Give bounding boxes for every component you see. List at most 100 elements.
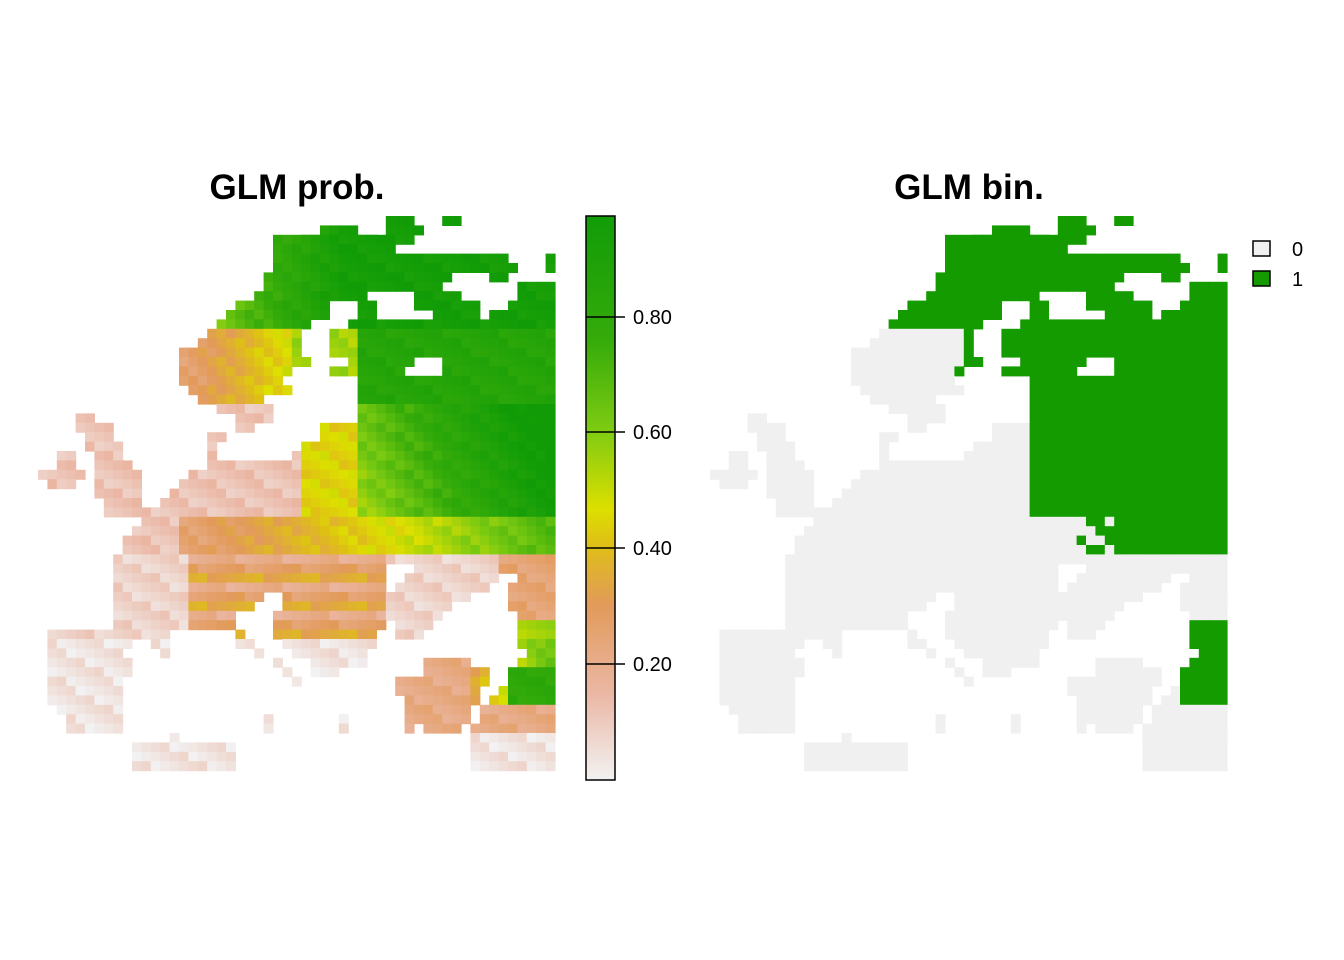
prob-cell bbox=[508, 592, 518, 602]
bin-cell bbox=[935, 272, 946, 283]
prob-cell bbox=[536, 413, 547, 424]
bin-cell bbox=[804, 620, 814, 631]
bin-cell bbox=[1208, 357, 1219, 367]
prob-cell bbox=[423, 601, 434, 612]
prob-cell bbox=[122, 657, 133, 668]
bin-cell bbox=[963, 582, 974, 593]
prob-cell bbox=[338, 563, 349, 574]
prob-cell bbox=[479, 507, 490, 518]
bin-cell bbox=[1039, 394, 1049, 405]
bin-cell bbox=[1170, 253, 1181, 264]
prob-cell bbox=[357, 488, 368, 499]
prob-cell bbox=[94, 676, 105, 687]
bin-cell bbox=[1076, 413, 1087, 424]
bin-cell bbox=[1114, 328, 1125, 339]
prob-cell bbox=[254, 516, 265, 527]
prob-cell bbox=[470, 676, 481, 687]
bin-cell bbox=[719, 657, 730, 668]
bin-cell bbox=[954, 310, 965, 320]
bin-cell bbox=[1208, 469, 1219, 480]
bin-cell bbox=[869, 516, 880, 527]
prob-cell bbox=[207, 479, 218, 490]
prob-cell bbox=[508, 263, 518, 273]
prob-cell bbox=[526, 657, 537, 668]
bin-cell bbox=[785, 620, 796, 631]
bin-cell bbox=[1133, 328, 1143, 339]
bin-cell bbox=[804, 592, 814, 602]
prob-cell bbox=[508, 676, 518, 687]
bin-cell bbox=[1217, 563, 1228, 574]
prob-cell bbox=[329, 469, 340, 480]
bin-cell bbox=[832, 648, 843, 659]
prob-cell bbox=[320, 460, 330, 471]
prob-cell bbox=[442, 272, 453, 283]
bin-cell bbox=[1133, 573, 1143, 584]
bin-cell bbox=[992, 507, 1002, 518]
prob-cell bbox=[291, 507, 302, 518]
bin-cell bbox=[1001, 563, 1012, 574]
bin-cell bbox=[898, 535, 908, 546]
bin-cell bbox=[1095, 385, 1106, 396]
prob-cell bbox=[367, 601, 377, 612]
bin-cell bbox=[1067, 225, 1078, 236]
prob-cell bbox=[329, 629, 340, 640]
prob-cell bbox=[282, 629, 293, 640]
bin-cell bbox=[1010, 498, 1021, 508]
bin-cell bbox=[1151, 488, 1162, 499]
prob-cell bbox=[367, 413, 377, 424]
prob-cell bbox=[508, 479, 518, 490]
prob-cell bbox=[479, 676, 490, 687]
prob-cell bbox=[517, 310, 528, 320]
prob-cell bbox=[423, 272, 434, 283]
bin-cell bbox=[1217, 573, 1228, 584]
bin-cell bbox=[1161, 516, 1172, 527]
bin-cell bbox=[1208, 385, 1219, 396]
prob-cell bbox=[291, 357, 302, 367]
bin-cell bbox=[1208, 742, 1219, 753]
bin-cell bbox=[1198, 686, 1209, 696]
prob-cell bbox=[470, 263, 481, 273]
prob-raster bbox=[38, 216, 556, 772]
bin-cell bbox=[1217, 357, 1228, 367]
bin-cell bbox=[1170, 413, 1181, 424]
prob-cell bbox=[113, 620, 124, 631]
prob-cell bbox=[263, 375, 274, 386]
prob-cell bbox=[320, 516, 330, 527]
prob-cell bbox=[235, 545, 246, 555]
bin-cell bbox=[1076, 263, 1087, 273]
bin-cell bbox=[738, 469, 749, 480]
prob-cell bbox=[263, 281, 274, 292]
bin-cell bbox=[1020, 366, 1031, 377]
prob-cell bbox=[545, 263, 556, 273]
bin-cell bbox=[1189, 375, 1200, 386]
bin-cell bbox=[992, 234, 1002, 245]
prob-cell bbox=[367, 639, 377, 649]
prob-cell bbox=[461, 507, 471, 518]
prob-cell bbox=[94, 723, 105, 734]
bin-cell bbox=[804, 535, 814, 546]
prob-cell bbox=[517, 441, 528, 452]
prob-cell bbox=[338, 441, 349, 452]
bin-cell bbox=[841, 751, 852, 762]
bin-cell bbox=[1208, 563, 1219, 574]
bin-cell bbox=[982, 281, 993, 292]
bin-cell bbox=[963, 319, 974, 330]
bin-cell bbox=[1189, 686, 1200, 696]
prob-cell bbox=[338, 629, 349, 640]
bin-cell bbox=[1039, 310, 1049, 320]
prob-cell bbox=[545, 723, 556, 734]
bin-cell bbox=[1048, 488, 1059, 499]
prob-cell bbox=[451, 366, 462, 377]
bin-cell bbox=[766, 460, 777, 471]
prob-cell bbox=[367, 422, 377, 433]
prob-cell bbox=[310, 479, 321, 490]
prob-cell bbox=[244, 338, 255, 349]
bin-cell bbox=[954, 244, 965, 255]
prob-cell bbox=[320, 554, 330, 565]
bin-cell bbox=[916, 347, 927, 358]
bin-cell bbox=[916, 469, 927, 480]
bin-cell bbox=[785, 676, 796, 687]
prob-cell bbox=[404, 281, 415, 292]
bin-cell bbox=[1123, 404, 1134, 414]
bin-cell bbox=[1142, 357, 1153, 367]
